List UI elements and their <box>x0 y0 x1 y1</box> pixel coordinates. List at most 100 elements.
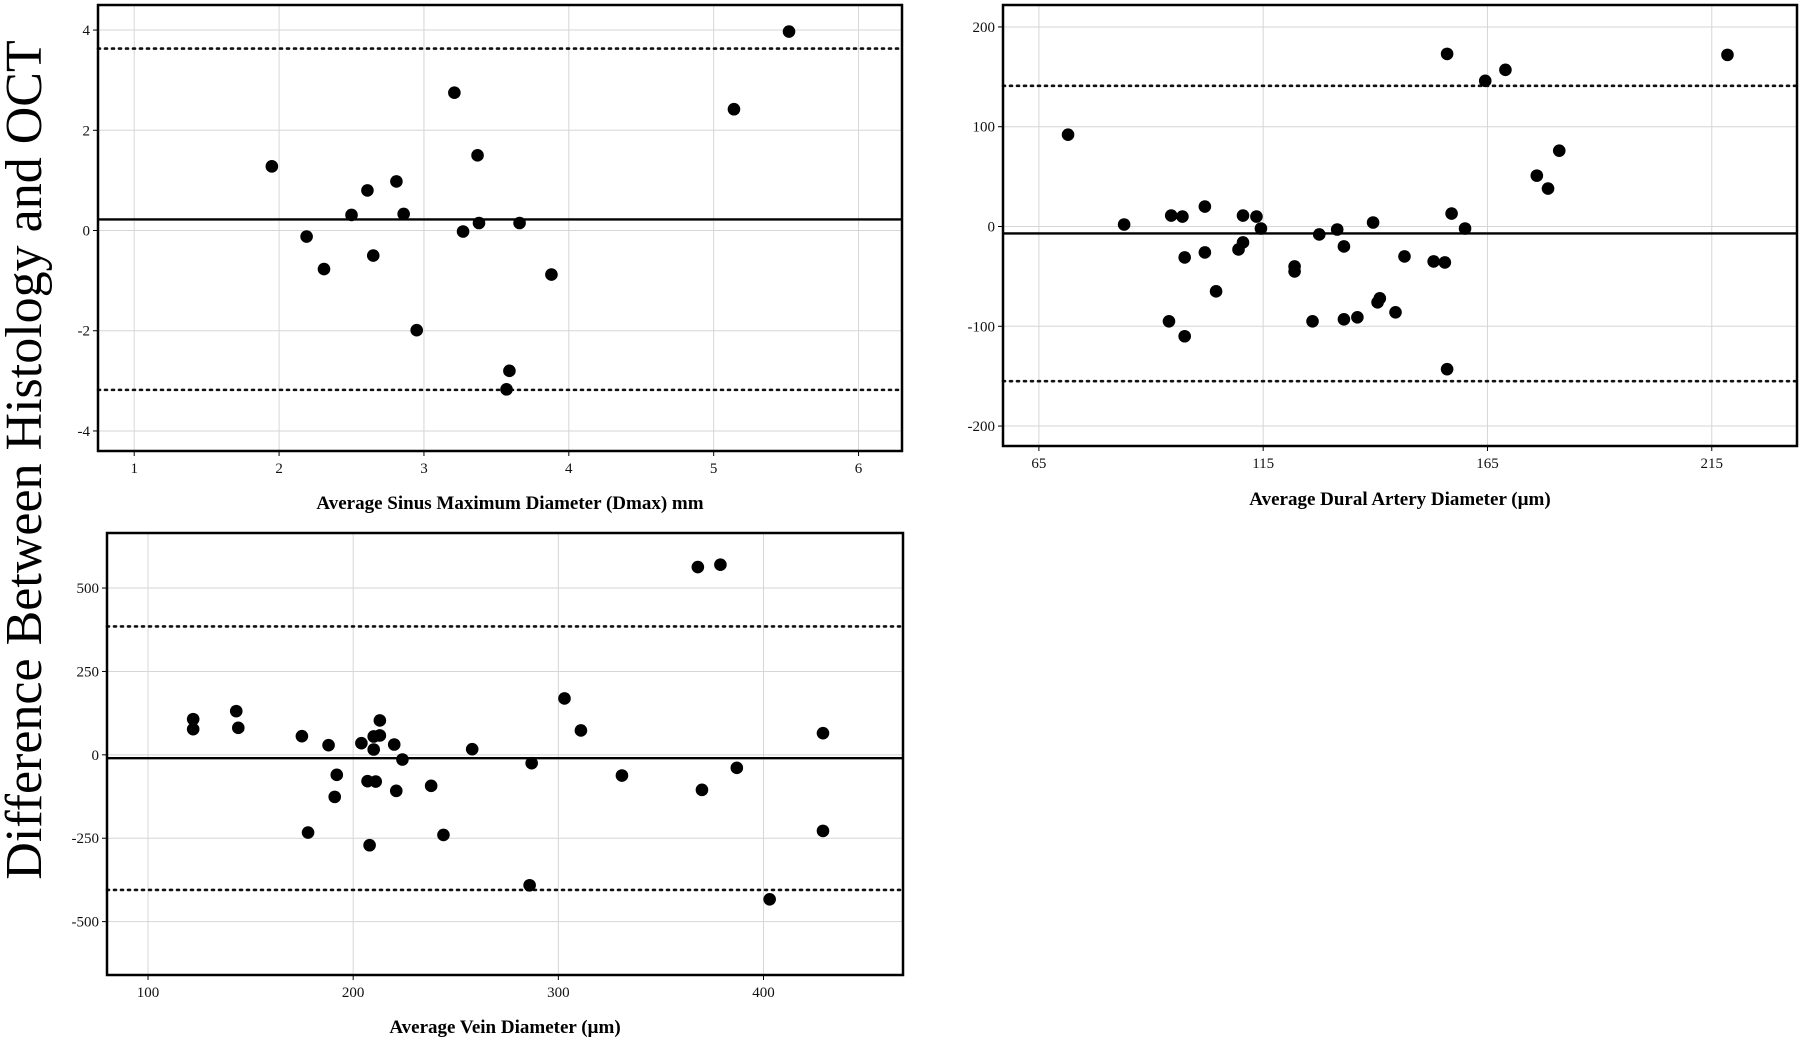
data-point <box>513 216 526 230</box>
data-point <box>500 383 513 396</box>
data-point <box>615 769 629 782</box>
data-point <box>186 712 200 726</box>
data-point <box>1312 228 1326 241</box>
x-tick-label: 300 <box>547 985 570 1001</box>
data-point <box>782 25 796 38</box>
y-tick-label: 0 <box>988 219 996 235</box>
y-tick-label: 250 <box>77 664 100 680</box>
data-point <box>317 262 331 276</box>
data-point <box>1351 310 1364 324</box>
x-tick-label: 3 <box>420 461 428 477</box>
y-tick-label: -500 <box>72 915 100 931</box>
data-point <box>1306 314 1319 328</box>
data-point <box>373 714 387 727</box>
data-point <box>367 743 381 756</box>
x-tick-label: 1 <box>130 461 138 477</box>
data-point <box>1541 182 1555 195</box>
data-point <box>816 726 830 740</box>
data-point <box>373 729 387 742</box>
data-point <box>525 756 538 770</box>
data-point <box>1164 209 1178 222</box>
data-point <box>1209 285 1223 298</box>
data-point <box>1061 128 1075 142</box>
x-tick-label: 215 <box>1701 456 1724 472</box>
plot-frame <box>105 531 905 977</box>
data-point <box>1721 48 1734 62</box>
data-point <box>1440 47 1454 61</box>
x-axis-label-vein: Average Vein Diameter (µm) <box>389 1017 620 1038</box>
data-point <box>465 742 479 756</box>
y-tick-label: -250 <box>72 831 100 847</box>
data-point <box>816 824 830 838</box>
data-point <box>727 102 741 116</box>
data-point <box>545 268 558 281</box>
data-point <box>345 208 358 222</box>
data-point <box>1445 207 1458 220</box>
data-point <box>471 149 484 162</box>
data-point <box>1530 169 1544 182</box>
data-point <box>1178 329 1191 343</box>
y-tick-label: 200 <box>973 20 996 36</box>
data-point <box>186 722 200 736</box>
data-point <box>1552 144 1566 157</box>
data-point <box>448 86 461 99</box>
data-point <box>301 826 315 839</box>
data-point <box>558 692 571 705</box>
data-point <box>763 892 776 906</box>
y-tick-label: 0 <box>92 748 100 764</box>
data-point <box>387 738 401 751</box>
data-point <box>265 160 279 173</box>
data-point <box>355 736 368 750</box>
data-point <box>1162 314 1176 328</box>
data-point <box>1499 63 1512 77</box>
x-tick-label: 4 <box>565 461 573 477</box>
y-tick-label: -4 <box>78 424 91 440</box>
data-point <box>410 323 424 337</box>
data-point <box>574 724 588 737</box>
y-tick-label: 500 <box>77 581 100 597</box>
data-point <box>1337 312 1351 326</box>
plot-frame <box>96 3 904 453</box>
data-point <box>390 175 403 188</box>
data-point <box>437 828 450 842</box>
data-point <box>369 775 383 788</box>
data-point <box>389 784 403 798</box>
y-tick-label: -200 <box>968 419 996 435</box>
data-point <box>714 558 727 571</box>
data-point <box>1288 265 1301 278</box>
x-tick-label: 6 <box>855 461 863 477</box>
data-point <box>1427 255 1440 268</box>
data-point <box>322 738 335 752</box>
data-point <box>695 783 709 797</box>
plot-frame <box>1001 3 1799 448</box>
data-point <box>1478 74 1492 88</box>
panel-vein: 100 200 300 400 -500 -250 0 250 500 <box>72 531 905 1001</box>
data-point <box>328 790 342 804</box>
x-tick-label: 165 <box>1476 456 1499 472</box>
x-tick-label: 5 <box>710 461 718 477</box>
x-tick-label: 200 <box>342 985 365 1001</box>
y-tick-label: 4 <box>83 23 91 39</box>
data-point <box>1236 236 1250 249</box>
data-point <box>231 721 245 735</box>
y-tick-label: 2 <box>83 123 91 139</box>
data-point <box>1458 222 1472 235</box>
data-point <box>1254 222 1268 235</box>
data-point <box>424 779 438 793</box>
data-point <box>363 838 376 852</box>
data-point <box>730 761 744 775</box>
data-point <box>503 364 516 378</box>
x-tick-label: 65 <box>1031 456 1046 472</box>
data-point <box>523 878 536 892</box>
x-axis-label-sinus: Average Sinus Maximum Diameter (Dmax) mm <box>316 493 703 514</box>
data-point <box>1330 223 1344 236</box>
data-point <box>1398 250 1411 263</box>
data-point <box>1117 218 1131 231</box>
y-tick-label: -100 <box>968 319 996 335</box>
data-point <box>456 225 470 238</box>
panel-dural-artery: 65 115 165 215 -200 -100 0 100 200 <box>968 3 1799 472</box>
data-point <box>330 768 344 782</box>
data-point <box>1366 216 1380 229</box>
data-point <box>300 230 313 243</box>
